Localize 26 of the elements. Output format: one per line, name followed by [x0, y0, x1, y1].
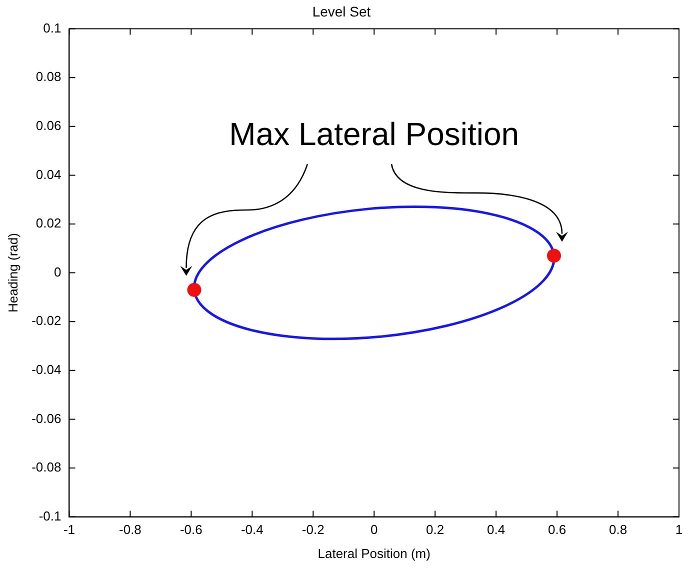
- x-tick-label: 1: [675, 522, 683, 538]
- y-tick-label: -0.02: [32, 313, 62, 328]
- y-tick-label: -0.04: [32, 362, 62, 377]
- x-tick-label: 0.8: [608, 522, 628, 538]
- x-tick-label: -0.8: [119, 522, 142, 538]
- x-tick-label: -0.6: [180, 522, 202, 538]
- chart-title: Level Set: [312, 3, 371, 20]
- y-tick-label: -0.1: [38, 508, 62, 524]
- y-tick-label: 0.08: [36, 69, 62, 84]
- x-tick-label: -0.4: [240, 522, 264, 538]
- x-tick-label: 0.2: [426, 522, 444, 538]
- y-tick-label: 0.06: [36, 118, 62, 133]
- x-tick-label: -0.2: [302, 522, 324, 538]
- x-axis-title: Lateral Position (m): [318, 546, 430, 561]
- x-tick-label: 0.6: [548, 522, 566, 538]
- y-tick-label: 0: [54, 264, 62, 280]
- y-axis-title: Heading (rad): [5, 233, 20, 313]
- y-tick-label: 0.1: [43, 20, 62, 36]
- y-tick-label: -0.08: [32, 460, 62, 475]
- x-tick-label: -1: [63, 522, 76, 538]
- x-tick-label: 0: [370, 522, 378, 538]
- annotation: Max Lateral Position: [229, 116, 520, 152]
- y-tick-label: -0.06: [32, 410, 62, 426]
- x-tick-label: 0.4: [487, 522, 506, 538]
- y-tick-label: 0.04: [36, 166, 62, 182]
- y-tick-label: 0.02: [36, 216, 62, 231]
